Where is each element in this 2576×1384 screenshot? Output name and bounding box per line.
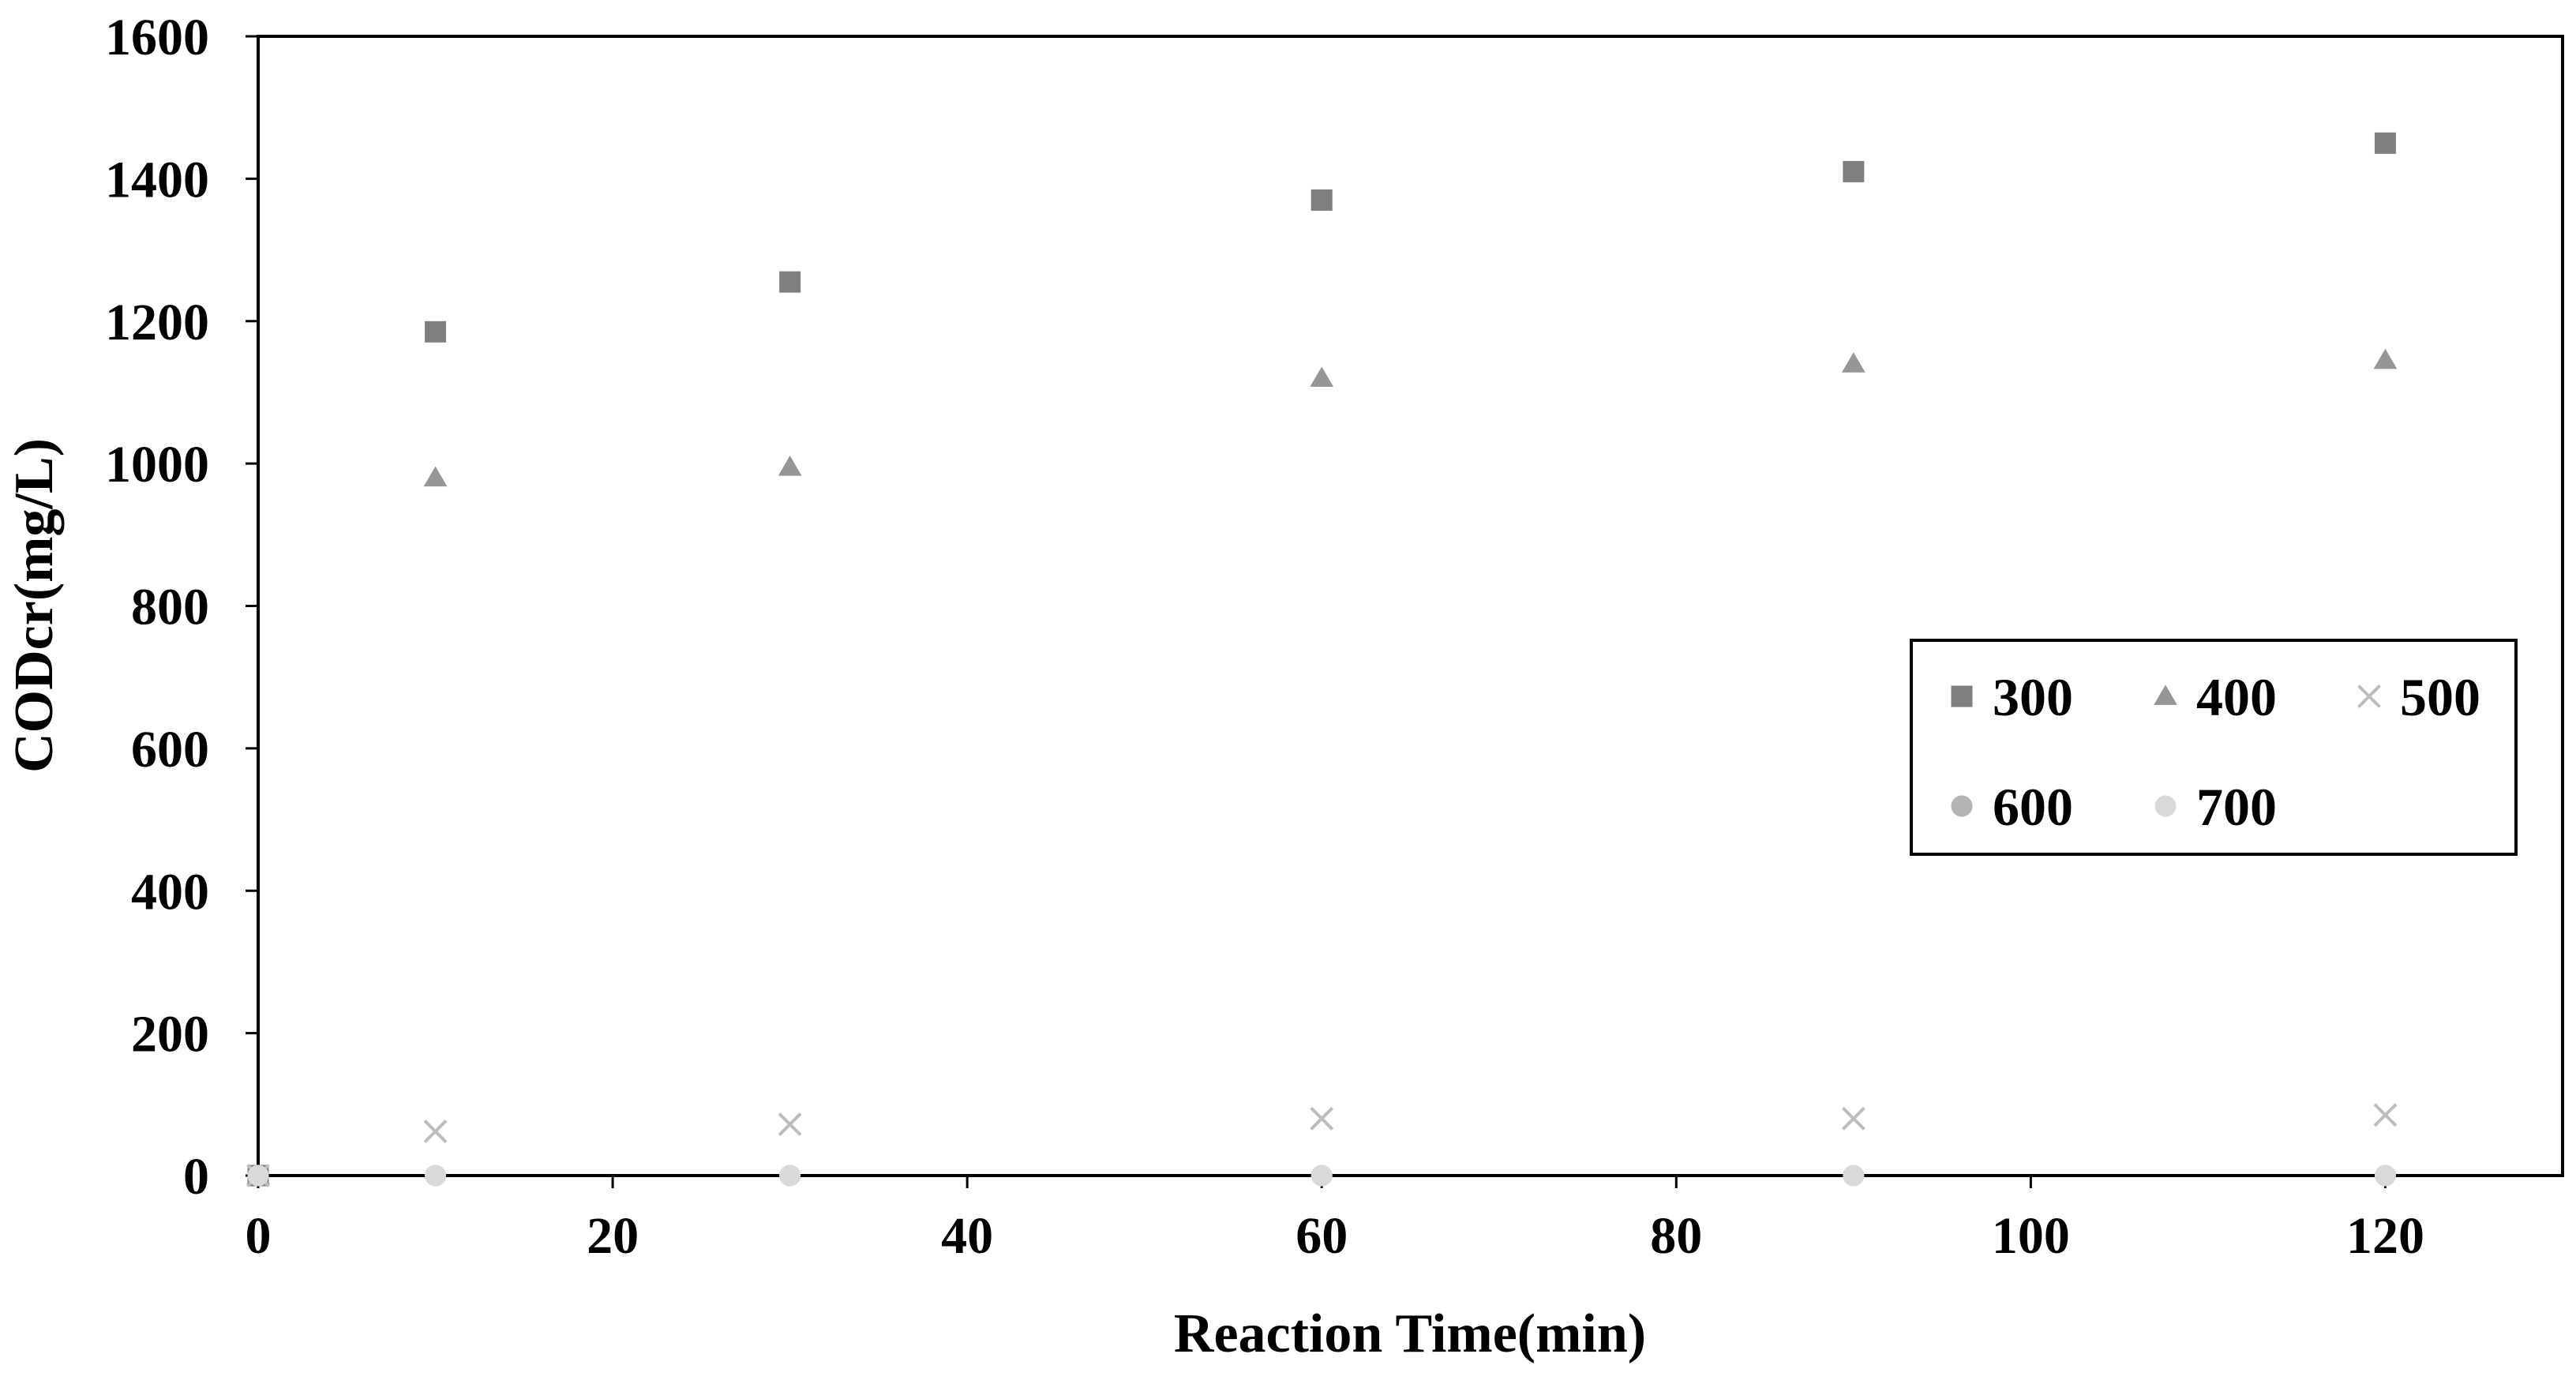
data-point-500: [778, 1112, 802, 1136]
legend-marker-700: [2154, 795, 2177, 817]
y-tick-label: 1400: [105, 151, 209, 208]
data-point-700: [2374, 1165, 2396, 1187]
legend-label-500: 500: [2400, 667, 2480, 727]
data-point-700: [1843, 1165, 1865, 1187]
data-point-500: [1310, 1106, 1334, 1131]
data-point-400: [2373, 348, 2398, 369]
legend-marker-300: [1951, 685, 1973, 707]
y-tick-label: 1200: [105, 294, 209, 351]
data-point-400: [1310, 366, 1334, 387]
legend-label-600: 600: [1993, 777, 2073, 837]
y-tick-label: 1000: [105, 436, 209, 493]
x-tick-label: 20: [587, 1207, 639, 1265]
data-point-500: [1841, 1106, 1865, 1131]
data-point-700: [779, 1165, 801, 1187]
data-point-400: [423, 466, 448, 487]
y-tick-label: 600: [131, 721, 209, 778]
y-axis-ticks: 0 200 400 600 800 1000 1200 1400 1600: [105, 9, 258, 1206]
x-axis-ticks: 0 20 40 60 80 100 120: [246, 1176, 2424, 1265]
x-tick-label: 40: [941, 1207, 993, 1265]
legend-label-400: 400: [2196, 667, 2277, 727]
data-point-700: [247, 1165, 269, 1187]
data-point-300: [779, 271, 801, 293]
legend-label-700: 700: [2196, 777, 2277, 837]
data-point-300: [1843, 160, 1865, 182]
data-point-400: [778, 456, 802, 476]
data-point-300: [1310, 189, 1333, 211]
x-tick-label: 100: [1992, 1207, 2070, 1265]
legend-box: [1910, 639, 2518, 856]
data-point-400: [1841, 352, 1865, 373]
x-tick-label: 80: [1650, 1207, 1702, 1265]
y-tick-label: 0: [183, 1148, 209, 1206]
data-point-500: [2373, 1103, 2398, 1127]
legend-marker-500: [2357, 684, 2381, 708]
legend-label-300: 300: [1993, 667, 2073, 727]
x-tick-label: 60: [1295, 1207, 1348, 1265]
legend-marker-600: [1951, 795, 1973, 817]
plot-area: [257, 35, 2564, 1177]
data-point-300: [2374, 132, 2396, 154]
y-tick-label: 200: [131, 1006, 209, 1063]
y-tick-label: 800: [131, 579, 209, 636]
x-axis-title: Reaction Time(min): [1174, 1303, 1646, 1364]
data-points: [246, 132, 2398, 1187]
x-tick-label: 120: [2346, 1207, 2424, 1265]
x-tick-label: 0: [246, 1207, 272, 1265]
data-point-700: [1310, 1165, 1333, 1187]
data-point-500: [423, 1120, 448, 1143]
legend-marker-400: [2154, 684, 2177, 705]
legend: 300 400 500 600 700: [1910, 639, 2518, 856]
data-point-700: [425, 1165, 447, 1187]
data-point-300: [425, 321, 447, 343]
y-tick-label: 400: [131, 863, 209, 921]
y-axis-title: CODcr(mg/L): [4, 438, 65, 773]
y-tick-label: 1600: [105, 9, 209, 66]
